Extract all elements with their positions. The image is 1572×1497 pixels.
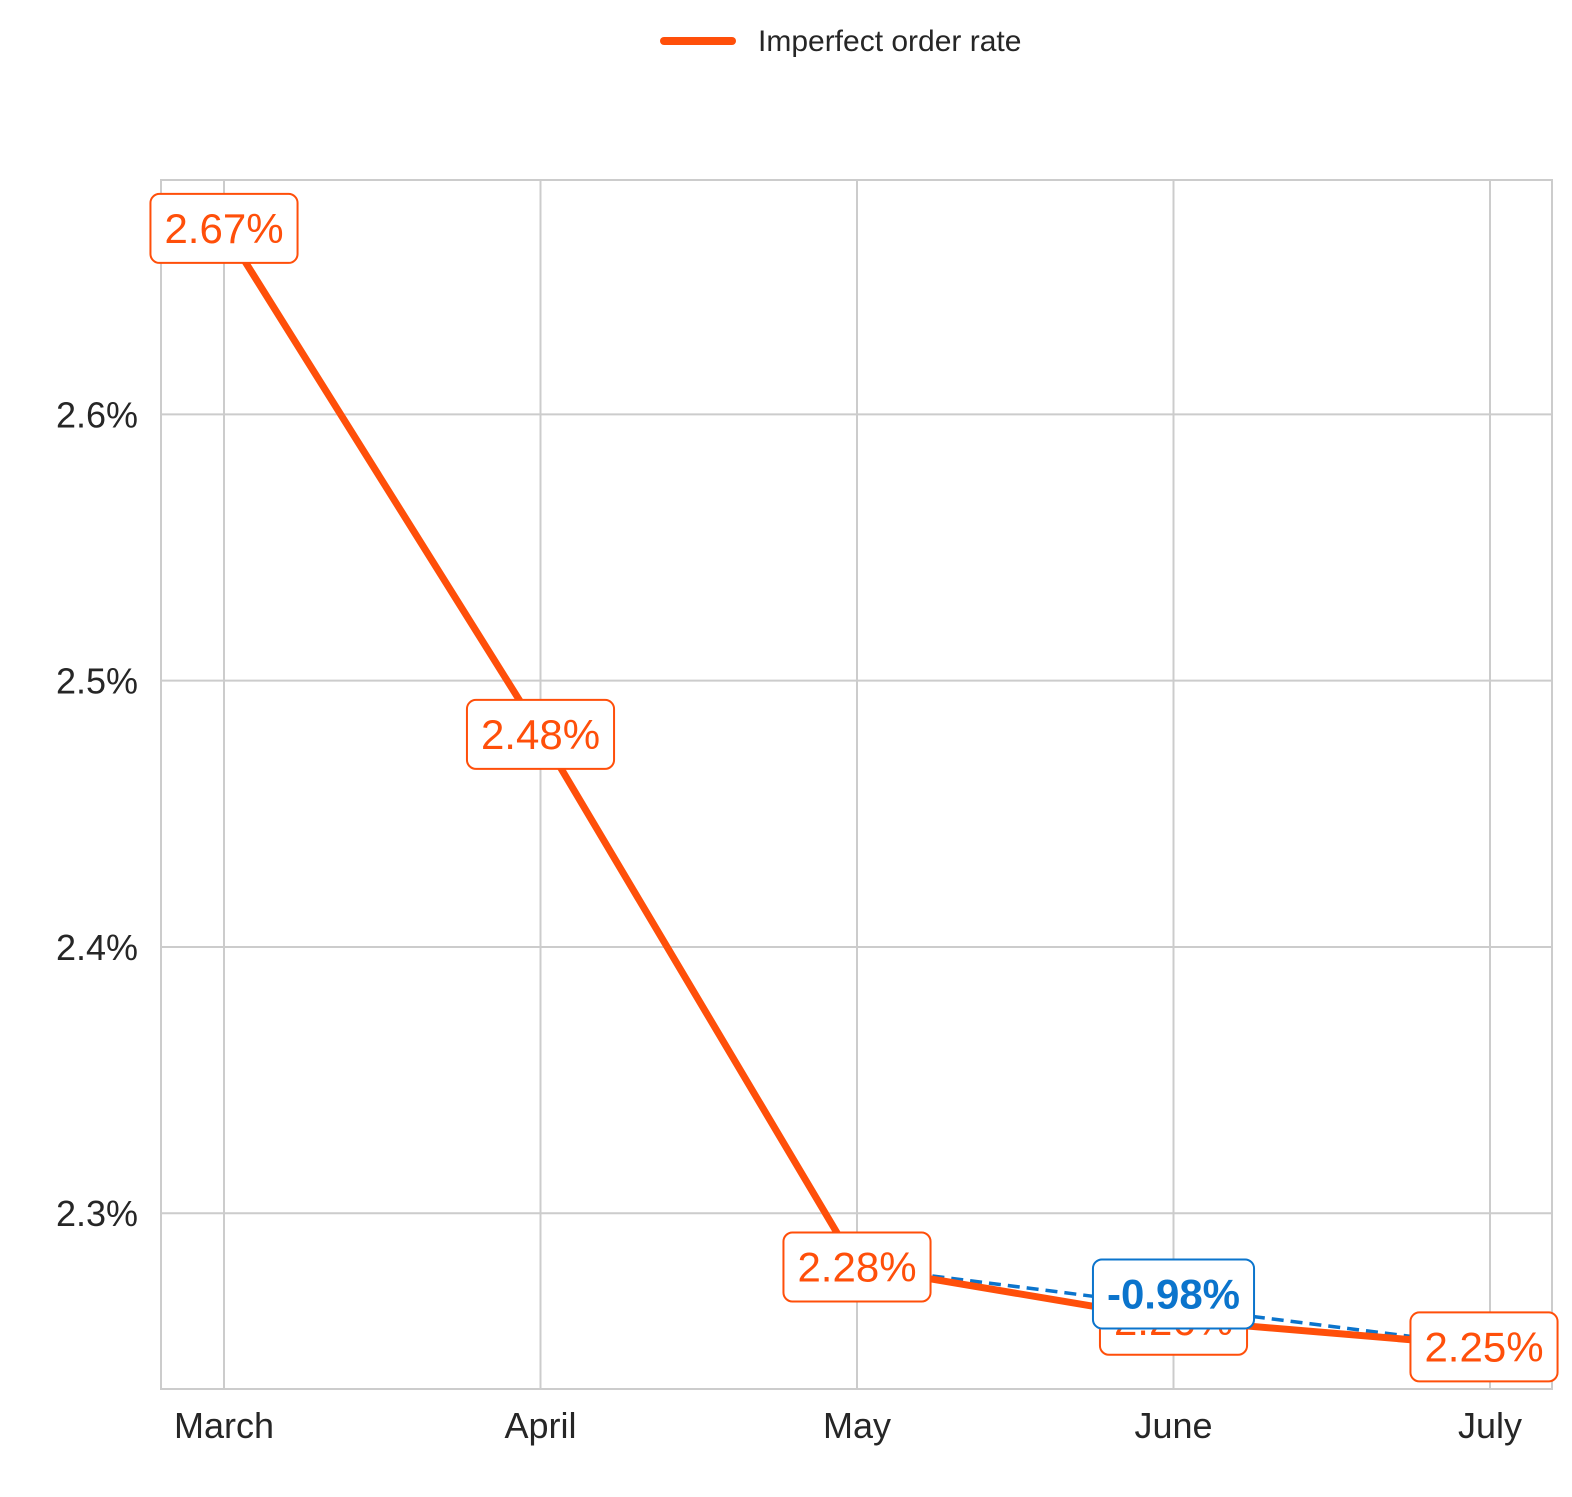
x-tick-label: June bbox=[1134, 1405, 1212, 1446]
data-label-text: 2.25% bbox=[1424, 1323, 1543, 1370]
delta-label: -0.98% bbox=[1091, 1258, 1256, 1330]
x-tick-label: April bbox=[504, 1405, 576, 1446]
grid bbox=[161, 180, 1552, 1389]
data-label: 2.25% bbox=[1409, 1311, 1559, 1383]
delta-label-text: -0.98% bbox=[1107, 1270, 1240, 1317]
data-label-box bbox=[465, 698, 616, 770]
y-axis-ticks: 2.3% 2.4% 2.5% 2.6% bbox=[56, 394, 138, 1234]
x-tick-label: May bbox=[823, 1405, 891, 1446]
data-label-text: 2.28% bbox=[797, 1244, 916, 1291]
data-label: 2.48% bbox=[465, 698, 616, 770]
x-axis-ticks: March April May June July bbox=[174, 1405, 1522, 1446]
legend-label: Imperfect order rate bbox=[758, 25, 1021, 58]
delta-label-box bbox=[1091, 1258, 1256, 1330]
y-tick-label: 2.6% bbox=[56, 394, 138, 435]
data-label-box bbox=[782, 1231, 932, 1303]
x-tick-label: July bbox=[1458, 1405, 1522, 1446]
y-tick-label: 2.4% bbox=[56, 927, 138, 968]
data-labels: 2.67%2.48%2.28%2.26%2.25%-0.98% bbox=[149, 192, 1559, 1383]
legend[interactable]: Imperfect order rate bbox=[660, 25, 1021, 58]
data-label-text: 2.67% bbox=[164, 205, 283, 252]
data-label: 2.67% bbox=[149, 192, 299, 264]
data-label-box bbox=[149, 192, 299, 264]
plot-frame bbox=[160, 179, 1553, 1390]
y-tick-label: 2.3% bbox=[56, 1193, 138, 1234]
x-tick-label: March bbox=[174, 1405, 274, 1446]
data-label: 2.28% bbox=[782, 1231, 932, 1303]
data-label-text: 2.48% bbox=[481, 711, 600, 758]
delta-line bbox=[856, 1264, 1491, 1349]
data-label-box bbox=[1409, 1311, 1559, 1383]
delta-annotation bbox=[856, 1264, 1491, 1349]
y-tick-label: 2.5% bbox=[56, 661, 138, 702]
